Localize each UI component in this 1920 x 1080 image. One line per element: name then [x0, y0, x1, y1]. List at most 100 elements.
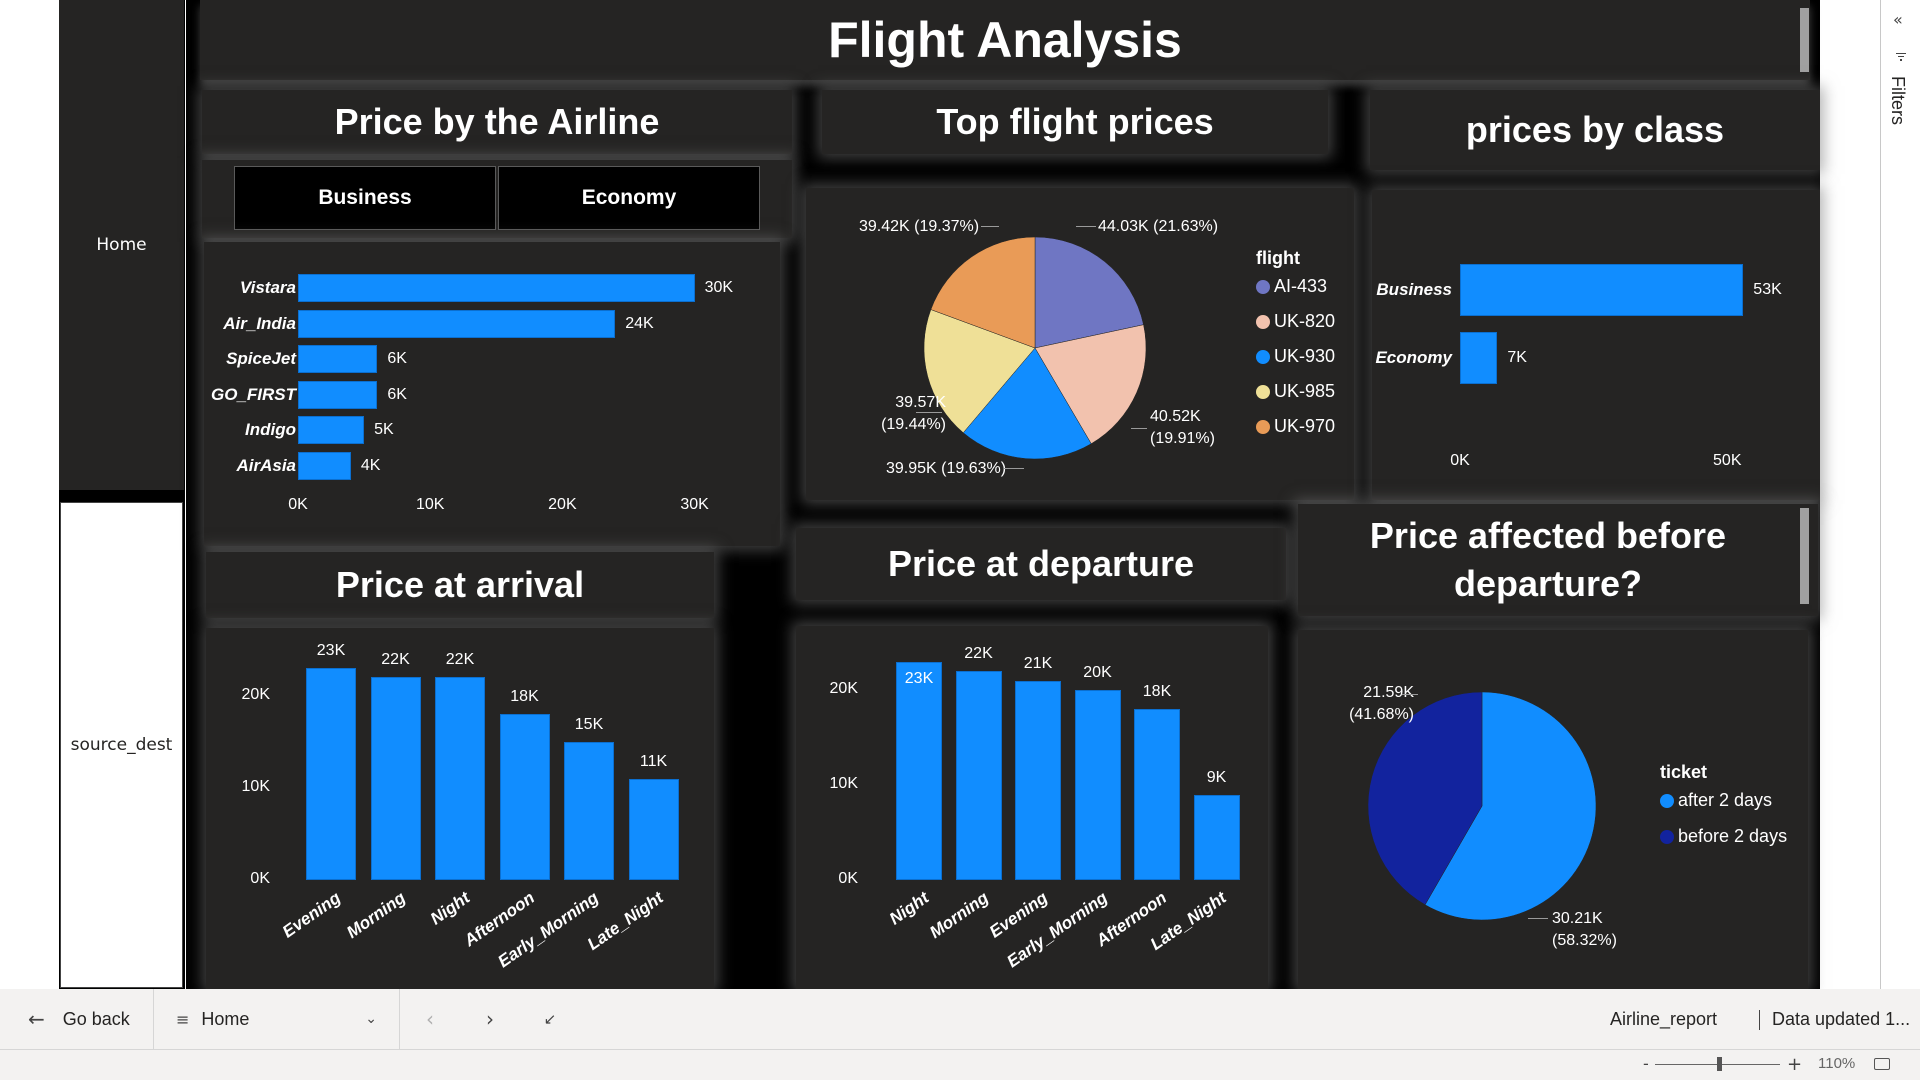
zoom-out-button[interactable]: -	[1643, 1054, 1649, 1073]
legend-label: UK-930	[1274, 346, 1336, 366]
fit-to-page-icon[interactable]	[1874, 1058, 1890, 1070]
previous-page-button[interactable]: ‹	[426, 1007, 434, 1031]
category-label: Night	[885, 888, 933, 929]
pie-slice[interactable]	[1034, 324, 1147, 445]
bar[interactable]	[298, 451, 351, 480]
bar[interactable]	[628, 778, 679, 880]
data-updated-status: Data updated 1...	[1772, 1009, 1911, 1029]
x-axis-tick: 20K	[548, 496, 577, 513]
bar[interactable]	[298, 309, 616, 338]
slicer-business-button[interactable]: Business	[234, 166, 496, 230]
x-axis-tick: 50K	[1713, 452, 1742, 469]
pie-slice[interactable]	[923, 309, 1036, 434]
bar[interactable]	[896, 662, 942, 880]
zoom-slider-thumb[interactable]	[1717, 1057, 1722, 1071]
class-title: prices by class	[1465, 109, 1725, 150]
legend-label: before 2 days	[1678, 826, 1788, 846]
footer-divider	[399, 989, 400, 1049]
page-selector-value: Home	[201, 1008, 250, 1029]
report-title: Flight Analysis	[828, 12, 1182, 68]
bar[interactable]	[1460, 332, 1498, 384]
class-title-card: prices by class	[1370, 90, 1820, 170]
legend-item[interactable]: UK-970	[1256, 416, 1335, 437]
x-axis-tick: 10K	[415, 496, 445, 513]
bar[interactable]	[298, 416, 365, 444]
expand-filters-icon[interactable]: «	[1893, 10, 1903, 29]
data-label: 18K	[510, 688, 539, 706]
bar[interactable]	[306, 668, 356, 880]
bar[interactable]	[298, 345, 378, 373]
bar[interactable]	[1074, 690, 1121, 880]
y-axis-tick: 10K	[829, 775, 858, 793]
category-label: SpiceJet	[226, 349, 296, 368]
nav-page-source-dest[interactable]: source_dest	[60, 502, 183, 988]
bar[interactable]	[564, 741, 614, 880]
next-page-button[interactable]: ›	[486, 1007, 494, 1031]
filters-pane[interactable]: « Filters	[1880, 0, 1920, 989]
footer-separator	[0, 1049, 1920, 1050]
bar[interactable]	[1193, 794, 1240, 880]
bar[interactable]	[1460, 264, 1744, 316]
pie-data-label: 39.57K (19.44%)	[881, 394, 946, 433]
pie	[923, 236, 1147, 460]
page-list-icon: ≡	[176, 1009, 190, 1029]
bar[interactable]	[298, 380, 378, 409]
bar[interactable]	[435, 677, 485, 880]
bar[interactable]	[1134, 709, 1180, 880]
legend-label: UK-970	[1274, 416, 1336, 436]
bar[interactable]	[955, 671, 1002, 880]
y-axis-tick: 0K	[250, 870, 270, 887]
top-flights-title: Top flight prices	[936, 101, 1214, 142]
legend-dot-icon	[1256, 349, 1270, 364]
zoom-in-button[interactable]: +	[1787, 1054, 1803, 1075]
data-label: 22K	[445, 651, 475, 669]
data-label: 23K	[904, 670, 934, 687]
data-label: 6K	[387, 385, 407, 403]
legend-title: flight	[1256, 248, 1300, 268]
slicer-economy-button[interactable]: Economy	[498, 166, 760, 230]
pie-slice[interactable]	[1034, 236, 1144, 349]
category-label: GO_FIRST	[210, 384, 296, 404]
leader-line	[1131, 428, 1147, 429]
legend-dot-icon	[1256, 279, 1270, 294]
legend-item[interactable]: before 2 days	[1660, 826, 1787, 847]
legend-dot-icon	[1660, 793, 1674, 808]
legend-dot-icon	[1660, 829, 1674, 844]
departure-title-card: Price at departure	[796, 528, 1286, 600]
before-departure-scrollbar[interactable]	[1800, 508, 1809, 604]
leader-line	[1528, 918, 1548, 919]
before-departure-pie-chart: 21.59K (41.68%) 30.21K (58.32%) ticket afte…	[1298, 630, 1808, 989]
header-scrollbar[interactable]	[1800, 8, 1809, 72]
legend-label: AI-433	[1274, 276, 1328, 296]
page-selector-dropdown[interactable]: ≡ Home ⌄	[154, 989, 399, 1049]
bar[interactable]	[298, 274, 695, 302]
legend-item[interactable]: UK-930	[1256, 346, 1335, 367]
pie-data-label: 40.52K (19.91%)	[1150, 408, 1215, 447]
legend-item[interactable]: after 2 days	[1660, 790, 1772, 811]
pie-slice[interactable]	[1367, 691, 1483, 906]
legend-item[interactable]: UK-985	[1256, 381, 1335, 402]
go-back-button[interactable]: ← Go back	[0, 989, 153, 1049]
pie-slice[interactable]	[1424, 691, 1597, 921]
category-label: Vistara	[239, 278, 296, 297]
pie-data-label: 21.59K (41.68%)	[1349, 684, 1414, 723]
exit-fullscreen-icon[interactable]: ↙	[543, 1010, 557, 1028]
data-label: 20K	[1083, 664, 1112, 682]
bar[interactable]	[1015, 680, 1061, 880]
legend-item[interactable]: AI-433	[1256, 276, 1327, 297]
airline-title: Price by the Airline	[334, 101, 660, 142]
category-label: Evening	[279, 888, 345, 942]
pie-slice[interactable]	[930, 236, 1036, 349]
nav-page-home[interactable]: Home	[59, 0, 184, 490]
category-label: Night	[426, 888, 474, 929]
bar[interactable]	[370, 677, 421, 880]
legend-item[interactable]: UK-820	[1256, 311, 1335, 332]
category-label: Indigo	[245, 420, 296, 439]
bar[interactable]	[499, 714, 550, 880]
pie-slice[interactable]	[962, 347, 1092, 460]
data-label: 24K	[625, 314, 654, 332]
x-axis-tick: 0K	[288, 496, 308, 513]
y-axis-tick: 10K	[241, 777, 270, 795]
arrival-title-card: Price at arrival	[206, 552, 714, 618]
data-label: 21K	[1023, 654, 1053, 672]
